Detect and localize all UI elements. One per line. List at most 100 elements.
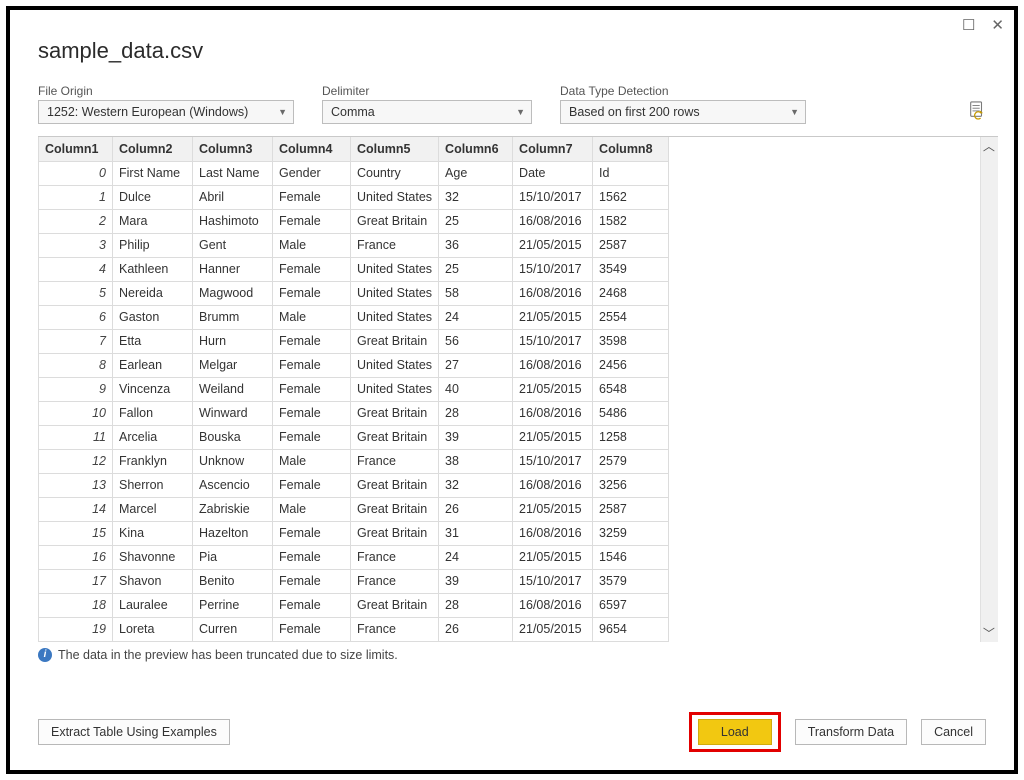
table-cell: 36 bbox=[439, 233, 513, 257]
table-cell: Philip bbox=[113, 233, 193, 257]
table-cell: Shavonne bbox=[113, 545, 193, 569]
column-header[interactable]: Column2 bbox=[113, 137, 193, 161]
load-button[interactable]: Load bbox=[698, 719, 772, 745]
table-cell: France bbox=[351, 449, 439, 473]
table-row[interactable]: 17ShavonBenitoFemaleFrance3915/10/201735… bbox=[39, 569, 669, 593]
table-cell: 6597 bbox=[593, 593, 669, 617]
table-cell: 5 bbox=[39, 281, 113, 305]
table-row[interactable]: 0First NameLast NameGenderCountryAgeDate… bbox=[39, 161, 669, 185]
table-cell: 38 bbox=[439, 449, 513, 473]
table-row[interactable]: 6GastonBrummMaleUnited States2421/05/201… bbox=[39, 305, 669, 329]
info-icon: i bbox=[38, 648, 52, 662]
table-row[interactable]: 16ShavonnePiaFemaleFrance2421/05/2015154… bbox=[39, 545, 669, 569]
table-cell: Date bbox=[513, 161, 593, 185]
table-cell: Great Britain bbox=[351, 473, 439, 497]
table-row[interactable]: 13SherronAscencioFemaleGreat Britain3216… bbox=[39, 473, 669, 497]
delimiter-dropdown[interactable]: Comma ▼ bbox=[322, 100, 532, 124]
table-cell: 32 bbox=[439, 473, 513, 497]
table-cell: 26 bbox=[439, 617, 513, 641]
table-cell: 15/10/2017 bbox=[513, 185, 593, 209]
truncation-text: The data in the preview has been truncat… bbox=[58, 648, 398, 662]
table-row[interactable]: 3PhilipGentMaleFrance3621/05/20152587 bbox=[39, 233, 669, 257]
column-header[interactable]: Column8 bbox=[593, 137, 669, 161]
table-row[interactable]: 12FranklynUnknowMaleFrance3815/10/201725… bbox=[39, 449, 669, 473]
table-cell: 39 bbox=[439, 569, 513, 593]
table-row[interactable]: 9VincenzaWeilandFemaleUnited States4021/… bbox=[39, 377, 669, 401]
load-highlight-box: Load bbox=[689, 712, 781, 752]
transform-data-button[interactable]: Transform Data bbox=[795, 719, 907, 745]
scroll-down-icon[interactable]: 〉 bbox=[981, 624, 999, 641]
table-cell: 58 bbox=[439, 281, 513, 305]
truncation-notice: i The data in the preview has been trunc… bbox=[10, 642, 1014, 662]
table-cell: Gent bbox=[193, 233, 273, 257]
column-header[interactable]: Column7 bbox=[513, 137, 593, 161]
column-header[interactable]: Column4 bbox=[273, 137, 351, 161]
cancel-button[interactable]: Cancel bbox=[921, 719, 986, 745]
table-cell: United States bbox=[351, 185, 439, 209]
table-cell: Country bbox=[351, 161, 439, 185]
column-header[interactable]: Column6 bbox=[439, 137, 513, 161]
table-row[interactable]: 1DulceAbrilFemaleUnited States3215/10/20… bbox=[39, 185, 669, 209]
table-cell: 16/08/2016 bbox=[513, 593, 593, 617]
column-header[interactable]: Column3 bbox=[193, 137, 273, 161]
table-cell: Curren bbox=[193, 617, 273, 641]
table-cell: 6548 bbox=[593, 377, 669, 401]
delimiter-value: Comma bbox=[331, 105, 375, 119]
table-row[interactable]: 5NereidaMagwoodFemaleUnited States5816/0… bbox=[39, 281, 669, 305]
table-cell: Sherron bbox=[113, 473, 193, 497]
vertical-scrollbar[interactable]: 〈 〉 bbox=[980, 137, 998, 642]
table-cell: 2587 bbox=[593, 497, 669, 521]
table-cell: Id bbox=[593, 161, 669, 185]
table-cell: First Name bbox=[113, 161, 193, 185]
scroll-up-icon[interactable]: 〈 bbox=[981, 138, 999, 155]
table-cell: 1 bbox=[39, 185, 113, 209]
table-cell: Great Britain bbox=[351, 329, 439, 353]
table-cell: Female bbox=[273, 353, 351, 377]
column-header[interactable]: Column1 bbox=[39, 137, 113, 161]
table-cell: Female bbox=[273, 593, 351, 617]
table-cell: Winward bbox=[193, 401, 273, 425]
table-cell: United States bbox=[351, 257, 439, 281]
table-cell: 16/08/2016 bbox=[513, 401, 593, 425]
table-row[interactable]: 11ArceliaBouskaFemaleGreat Britain3921/0… bbox=[39, 425, 669, 449]
table-cell: Brumm bbox=[193, 305, 273, 329]
table-row[interactable]: 2MaraHashimotoFemaleGreat Britain2516/08… bbox=[39, 209, 669, 233]
table-cell: Ascencio bbox=[193, 473, 273, 497]
table-row[interactable]: 8EarleanMelgarFemaleUnited States2716/08… bbox=[39, 353, 669, 377]
table-row[interactable]: 10FallonWinwardFemaleGreat Britain2816/0… bbox=[39, 401, 669, 425]
table-cell: Arcelia bbox=[113, 425, 193, 449]
table-row[interactable]: 7EttaHurnFemaleGreat Britain5615/10/2017… bbox=[39, 329, 669, 353]
table-cell: 15/10/2017 bbox=[513, 257, 593, 281]
refresh-icon[interactable] bbox=[968, 100, 986, 120]
column-header[interactable]: Column5 bbox=[351, 137, 439, 161]
table-row[interactable]: 18LauraleePerrineFemaleGreat Britain2816… bbox=[39, 593, 669, 617]
table-cell: 21/05/2015 bbox=[513, 425, 593, 449]
table-cell: Female bbox=[273, 617, 351, 641]
table-cell: Hurn bbox=[193, 329, 273, 353]
table-cell: Lauralee bbox=[113, 593, 193, 617]
table-row[interactable]: 4KathleenHannerFemaleUnited States2515/1… bbox=[39, 257, 669, 281]
table-cell: 10 bbox=[39, 401, 113, 425]
table-cell: 9 bbox=[39, 377, 113, 401]
table-cell: 21/05/2015 bbox=[513, 377, 593, 401]
file-origin-dropdown[interactable]: 1252: Western European (Windows) ▼ bbox=[38, 100, 294, 124]
table-cell: 25 bbox=[439, 209, 513, 233]
detection-dropdown[interactable]: Based on first 200 rows ▼ bbox=[560, 100, 806, 124]
table-row[interactable]: 19LoretaCurrenFemaleFrance2621/05/201596… bbox=[39, 617, 669, 641]
maximize-icon[interactable]: ☐ bbox=[962, 16, 975, 34]
close-icon[interactable]: ✕ bbox=[991, 16, 1004, 34]
table-cell: 3598 bbox=[593, 329, 669, 353]
table-cell: 11 bbox=[39, 425, 113, 449]
table-row[interactable]: 15KinaHazeltonFemaleGreat Britain3116/08… bbox=[39, 521, 669, 545]
extract-table-button[interactable]: Extract Table Using Examples bbox=[38, 719, 230, 745]
table-cell: Weiland bbox=[193, 377, 273, 401]
table-cell: Female bbox=[273, 545, 351, 569]
table-cell: United States bbox=[351, 377, 439, 401]
table-cell: Marcel bbox=[113, 497, 193, 521]
table-row[interactable]: 14MarcelZabriskieMaleGreat Britain2621/0… bbox=[39, 497, 669, 521]
table-cell: Female bbox=[273, 569, 351, 593]
table-cell: 32 bbox=[439, 185, 513, 209]
table-cell: 3549 bbox=[593, 257, 669, 281]
table-cell: 1546 bbox=[593, 545, 669, 569]
table-cell: 14 bbox=[39, 497, 113, 521]
